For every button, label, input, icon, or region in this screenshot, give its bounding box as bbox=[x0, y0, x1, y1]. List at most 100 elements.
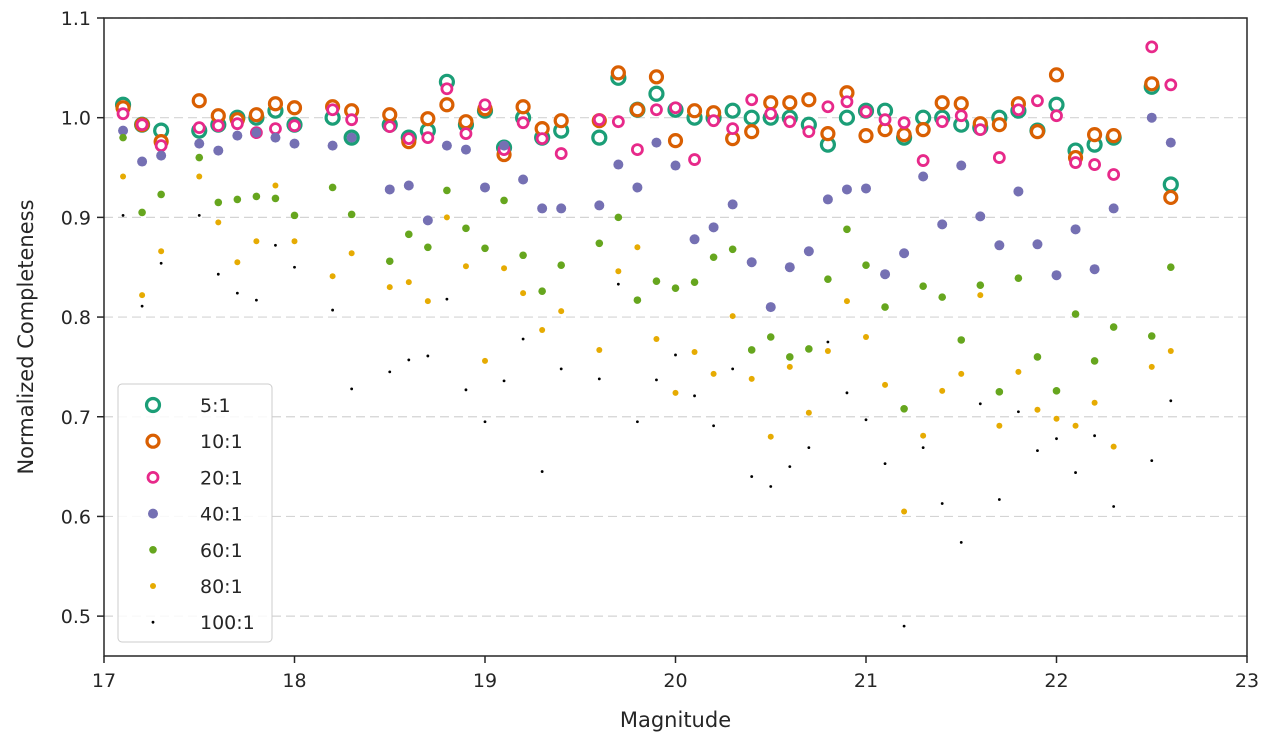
data-point bbox=[997, 498, 1001, 501]
data-point bbox=[615, 268, 622, 275]
data-point bbox=[194, 138, 205, 149]
data-point bbox=[1145, 40, 1159, 54]
data-point bbox=[686, 103, 703, 119]
data-point bbox=[1144, 76, 1160, 92]
data-point bbox=[801, 92, 817, 108]
legend-marker bbox=[148, 508, 158, 519]
data-point bbox=[610, 65, 626, 81]
data-point bbox=[1090, 357, 1099, 365]
data-point bbox=[992, 151, 1006, 164]
data-point bbox=[1050, 109, 1063, 123]
series-7 bbox=[121, 213, 1173, 628]
data-point bbox=[726, 122, 740, 136]
data-point bbox=[1029, 124, 1046, 140]
data-point bbox=[724, 102, 741, 119]
data-point bbox=[896, 127, 912, 143]
legend-marker bbox=[146, 470, 160, 484]
data-point bbox=[710, 370, 717, 377]
data-point bbox=[118, 125, 129, 136]
y-axis-ticks: 0.5 0.6 0.7 0.8 0.9 1.0 1.1 bbox=[61, 8, 104, 628]
data-point bbox=[652, 277, 661, 285]
data-point bbox=[539, 327, 546, 334]
data-point bbox=[214, 198, 223, 207]
data-point bbox=[557, 261, 565, 270]
data-point bbox=[424, 243, 432, 252]
data-point bbox=[897, 116, 911, 130]
data-point bbox=[1109, 323, 1118, 331]
data-point bbox=[978, 402, 982, 406]
data-point bbox=[655, 378, 658, 382]
y-tick-label: 0.8 bbox=[61, 307, 91, 329]
data-point bbox=[937, 219, 948, 230]
data-point bbox=[137, 156, 148, 167]
data-point bbox=[766, 333, 775, 341]
data-point bbox=[1071, 310, 1080, 318]
data-point bbox=[500, 196, 508, 205]
data-point bbox=[648, 85, 665, 102]
data-point bbox=[611, 115, 625, 129]
data-point bbox=[688, 153, 701, 166]
data-point bbox=[1051, 270, 1062, 281]
data-point bbox=[443, 214, 450, 221]
data-point bbox=[1164, 78, 1178, 92]
data-point bbox=[191, 93, 207, 109]
data-point bbox=[348, 250, 355, 257]
data-point bbox=[634, 244, 641, 251]
data-point bbox=[765, 302, 776, 313]
data-point bbox=[750, 475, 754, 478]
data-point bbox=[843, 225, 851, 234]
data-point bbox=[156, 150, 167, 161]
data-point bbox=[1089, 264, 1100, 275]
data-point bbox=[822, 194, 833, 205]
data-point bbox=[1091, 399, 1098, 406]
data-point bbox=[973, 123, 987, 137]
data-point bbox=[554, 147, 568, 160]
data-point bbox=[267, 96, 284, 112]
data-point bbox=[672, 389, 679, 396]
data-point bbox=[255, 298, 258, 302]
data-point bbox=[613, 159, 624, 170]
data-point bbox=[462, 224, 470, 233]
legend-marker bbox=[144, 396, 162, 414]
data-point bbox=[329, 273, 336, 280]
data-point bbox=[345, 113, 359, 127]
data-point bbox=[915, 122, 931, 138]
y-tick-label: 0.9 bbox=[61, 207, 91, 229]
data-point bbox=[786, 353, 794, 361]
data-point bbox=[384, 184, 395, 195]
data-point bbox=[747, 346, 756, 354]
data-point bbox=[594, 200, 605, 211]
data-point bbox=[708, 222, 719, 233]
data-point bbox=[537, 203, 548, 214]
data-point bbox=[271, 194, 280, 203]
data-point bbox=[460, 144, 471, 155]
data-point bbox=[727, 199, 738, 210]
x-tick-label: 18 bbox=[282, 670, 306, 692]
data-point bbox=[861, 183, 871, 194]
data-point bbox=[632, 182, 643, 193]
data-point bbox=[729, 313, 736, 320]
data-point bbox=[843, 298, 850, 305]
legend: 5:1 10:1 20:1 40:1 60:1 80:1 100:1 bbox=[117, 383, 273, 643]
data-point bbox=[272, 182, 279, 189]
data-point bbox=[1165, 137, 1176, 148]
data-point bbox=[521, 337, 525, 341]
data-point bbox=[712, 424, 715, 428]
data-point bbox=[709, 253, 718, 262]
series-4 bbox=[118, 112, 1176, 313]
data-point bbox=[1086, 127, 1103, 143]
data-point bbox=[440, 82, 454, 96]
data-point bbox=[426, 354, 430, 358]
data-point bbox=[516, 116, 530, 130]
data-point bbox=[464, 388, 468, 392]
data-point bbox=[140, 304, 144, 308]
data-point bbox=[1036, 449, 1039, 453]
data-point bbox=[1031, 94, 1044, 108]
data-point bbox=[650, 103, 663, 117]
data-point bbox=[707, 114, 720, 128]
data-point bbox=[234, 259, 241, 266]
data-point bbox=[802, 125, 816, 139]
data-point bbox=[248, 107, 264, 123]
data-point bbox=[1148, 363, 1155, 370]
